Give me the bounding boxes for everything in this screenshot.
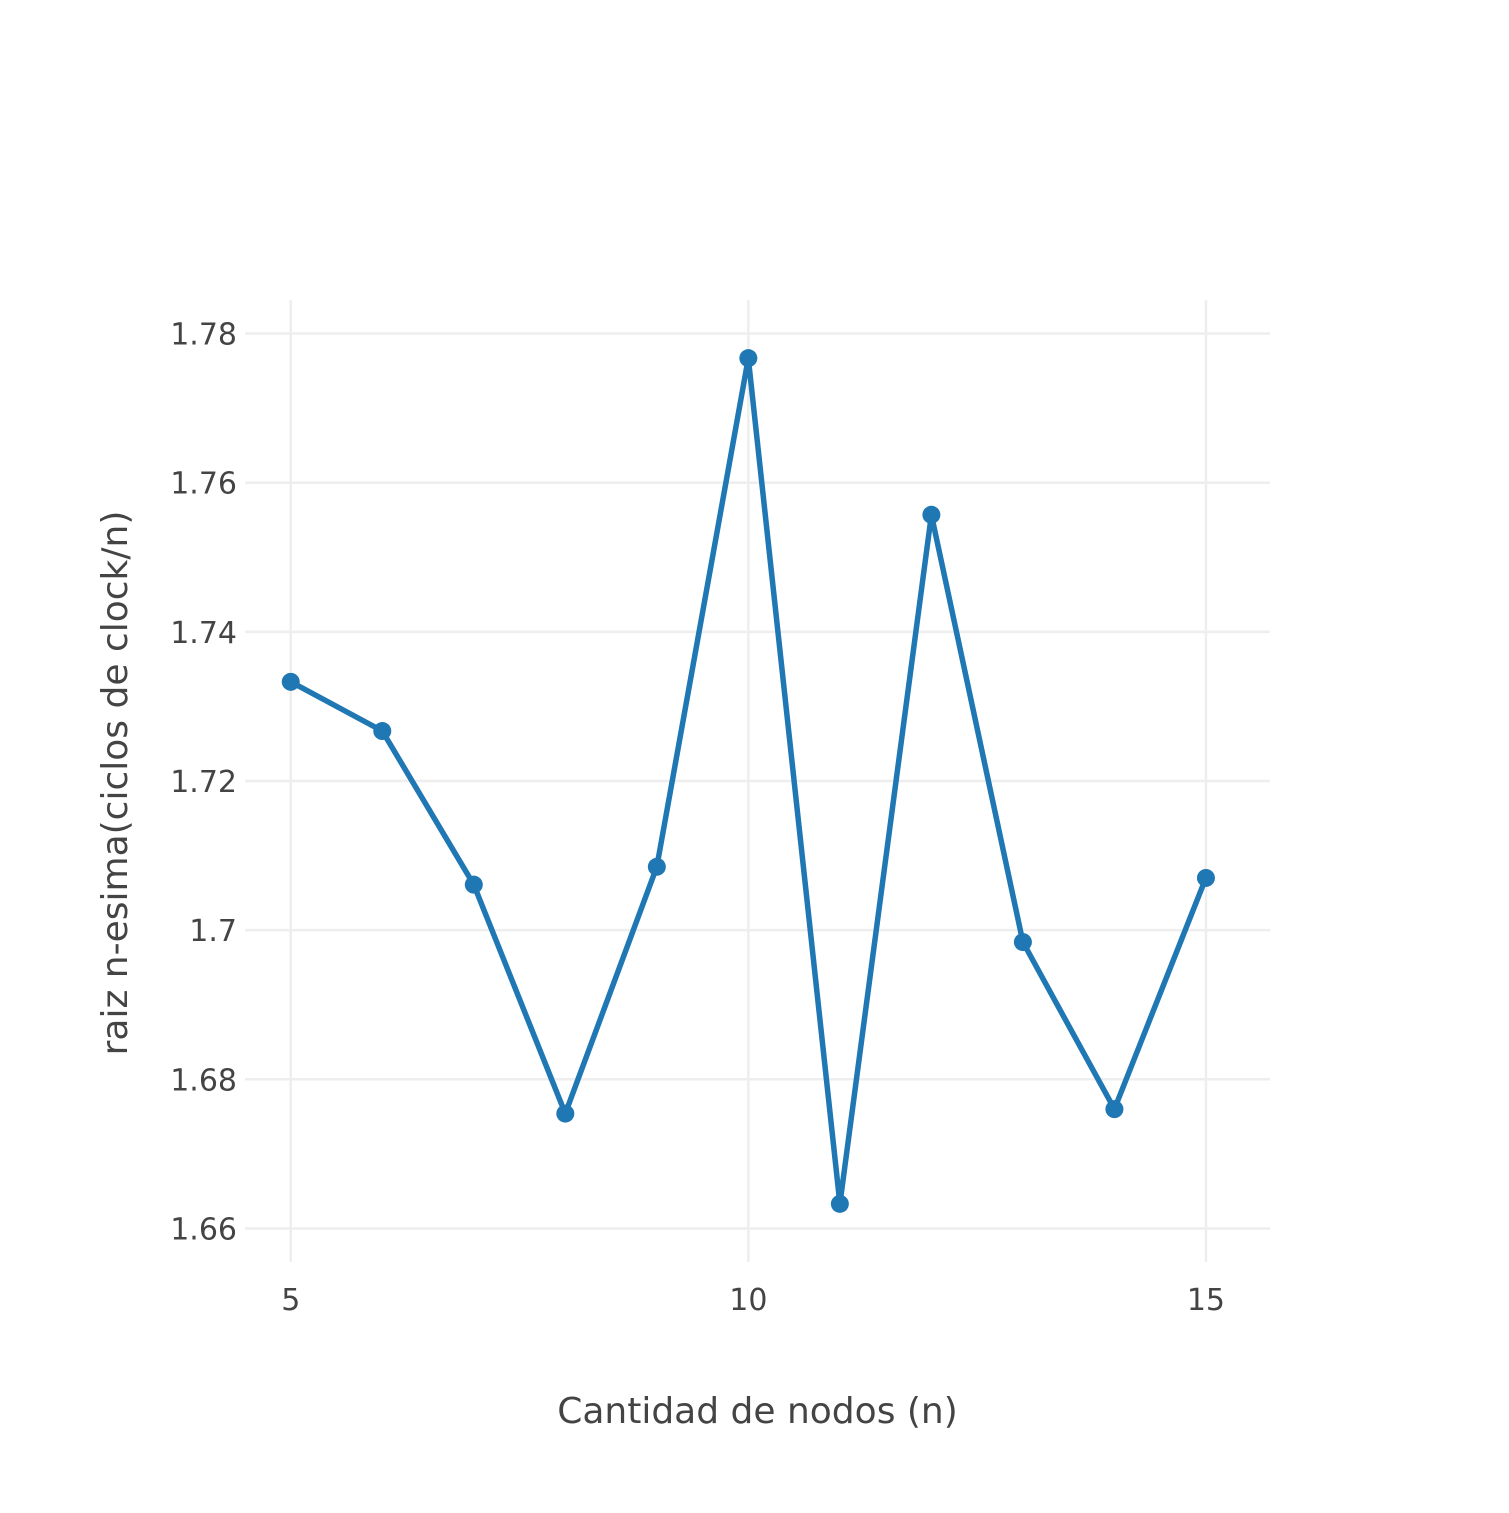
- data-point[interactable]: [373, 722, 392, 741]
- data-point[interactable]: [1105, 1100, 1124, 1119]
- y-tick-label: 1.68: [170, 1063, 237, 1098]
- y-axis-title: raiz n-esima(ciclos de clock/n): [95, 511, 136, 1056]
- x-tick-label: 5: [281, 1283, 300, 1318]
- y-tick-label: 1.7: [189, 914, 237, 949]
- data-point[interactable]: [1196, 868, 1215, 887]
- series-layer: [281, 349, 1215, 1213]
- x-tick-label: 15: [1187, 1283, 1225, 1318]
- data-point[interactable]: [922, 505, 941, 524]
- data-point[interactable]: [647, 857, 666, 876]
- tick-labels: 1.66 1.68 1.7 1.72 1.74 1.76 1.78 5 10 15: [170, 318, 1225, 1318]
- x-tick-label: 10: [729, 1283, 767, 1318]
- grid: [245, 300, 1270, 1262]
- y-tick-label: 1.74: [170, 616, 237, 651]
- x-axis-title: Cantidad de nodos (n): [557, 1391, 958, 1432]
- data-point[interactable]: [830, 1194, 849, 1213]
- y-tick-label: 1.78: [170, 318, 237, 353]
- y-tick-label: 1.72: [170, 765, 237, 800]
- data-point[interactable]: [556, 1104, 575, 1123]
- data-point[interactable]: [281, 672, 300, 691]
- y-tick-label: 1.66: [170, 1212, 237, 1247]
- data-point[interactable]: [739, 349, 758, 368]
- data-point[interactable]: [1013, 933, 1032, 952]
- data-point[interactable]: [464, 875, 483, 894]
- y-tick-label: 1.76: [170, 467, 237, 502]
